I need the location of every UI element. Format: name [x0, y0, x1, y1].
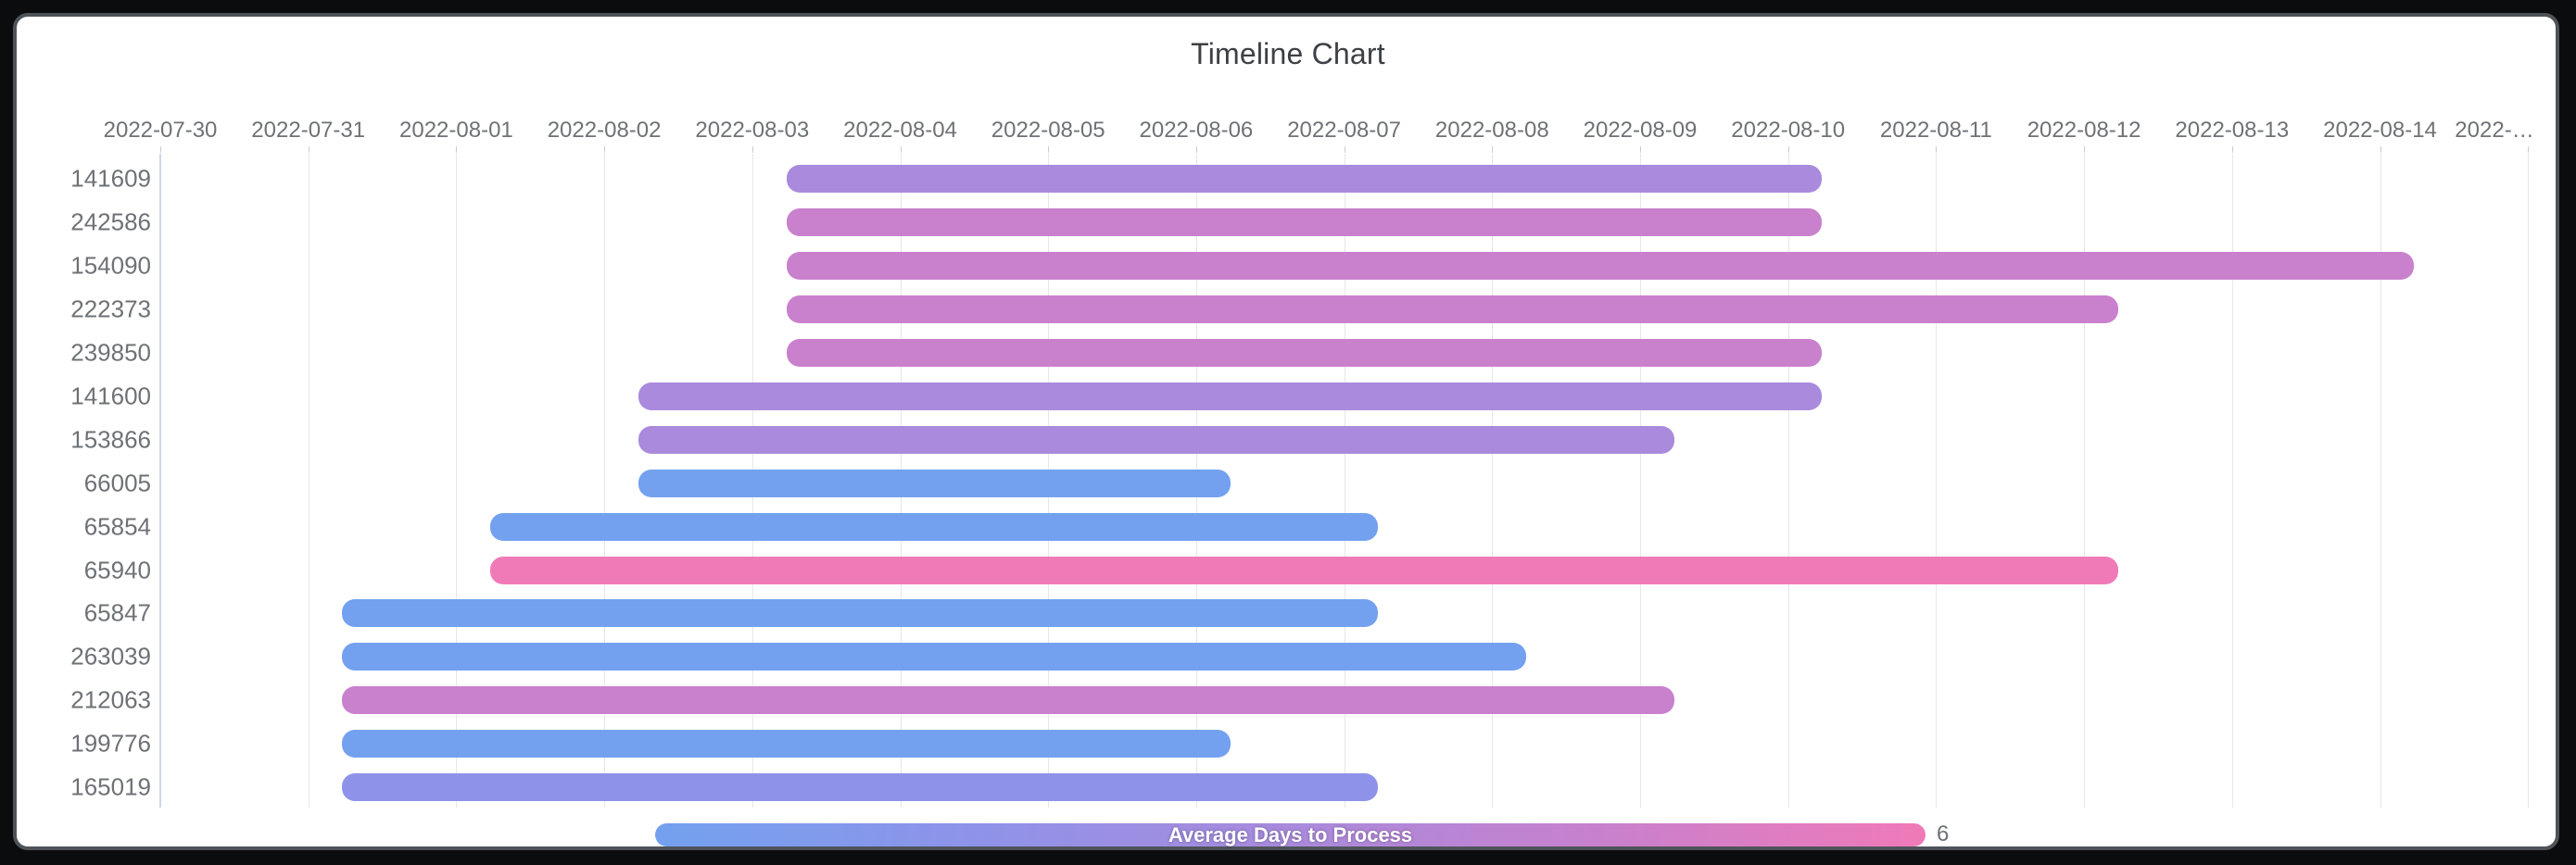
axis-tick — [1195, 146, 1197, 153]
legend-title: Average Days to Process — [1168, 822, 1413, 846]
x-axis-label: 2022-08-07 — [1287, 118, 1401, 143]
gridline — [1787, 154, 1789, 808]
x-axis-label: 2022-08-04 — [843, 118, 957, 143]
legend-max-value: 6 — [1937, 821, 1950, 846]
x-axis-label: 2022-08-10 — [1731, 118, 1846, 143]
x-axis-label: 2022-08-03 — [695, 118, 810, 143]
y-axis-label: 153866 — [70, 425, 151, 454]
timeline-bar[interactable] — [786, 295, 2118, 324]
gridline — [456, 154, 458, 808]
axis-tick — [1048, 146, 1050, 153]
x-axis-label: 2022-08-08 — [1434, 118, 1549, 143]
axis-line — [159, 154, 161, 808]
x-axis-label: 2022-08-13 — [2175, 118, 2290, 143]
y-axis-label: 212063 — [70, 685, 151, 714]
timeline-bar[interactable] — [342, 773, 1379, 802]
timeline-bar[interactable] — [786, 208, 1823, 237]
timeline-bar[interactable] — [638, 382, 1823, 410]
x-axis-label: 2022-08-11 — [1879, 118, 1992, 143]
y-axis-label: 165019 — [70, 772, 151, 801]
y-axis-label: 263039 — [70, 642, 151, 671]
timeline-bar[interactable] — [342, 730, 1231, 758]
gridline — [604, 154, 606, 808]
legend-gradient-bar[interactable]: Average Days to Process — [655, 823, 1926, 846]
y-axis-label: 199776 — [70, 729, 151, 758]
timeline-bar[interactable] — [490, 556, 2118, 584]
gridline — [2528, 154, 2530, 808]
timeline-bar[interactable] — [786, 165, 1823, 194]
timeline-bar[interactable] — [342, 599, 1379, 628]
gridline — [1936, 154, 1938, 808]
y-axis-label: 141600 — [70, 382, 151, 410]
axis-tick — [2084, 146, 2086, 153]
axis-tick — [604, 146, 606, 153]
axis-tick — [1936, 146, 1938, 153]
axis-tick — [1492, 146, 1494, 153]
timeline-bar[interactable] — [638, 469, 1231, 497]
axis-tick — [751, 146, 753, 153]
x-axis-label: 2022-07-31 — [251, 118, 366, 143]
x-axis-label: 2022-08-05 — [991, 118, 1105, 143]
y-axis-label: 65847 — [83, 598, 151, 627]
y-axis-label: 242586 — [70, 207, 151, 236]
x-axis-label: 2022-08-12 — [2027, 118, 2141, 143]
x-axis-label: 2022-08-14 — [2323, 118, 2437, 143]
gridline — [1492, 154, 1494, 808]
x-axis-label: 2022-08-09 — [1583, 118, 1698, 143]
axis-tick — [160, 146, 161, 153]
timeline-bar[interactable] — [786, 252, 2415, 281]
gridline — [2231, 154, 2233, 808]
y-axis-label: 141609 — [70, 164, 151, 193]
x-axis-label: 2022-08-06 — [1139, 118, 1254, 143]
y-axis-label: 65940 — [83, 556, 151, 584]
gridline — [2084, 154, 2086, 808]
y-axis-label: 65854 — [83, 512, 151, 541]
y-axis-label: 239850 — [70, 338, 151, 367]
timeline-bar[interactable] — [490, 512, 1379, 541]
y-axis-label: 222373 — [70, 295, 151, 323]
axis-tick — [1787, 146, 1789, 153]
timeline-bar[interactable] — [786, 339, 1823, 368]
axis-tick — [1640, 146, 1641, 153]
gridline — [1640, 154, 1641, 808]
y-axis-label: 154090 — [70, 251, 151, 280]
timeline-bar[interactable] — [342, 643, 1527, 671]
axis-tick — [456, 146, 458, 153]
axis-tick — [900, 146, 902, 153]
x-axis-label: 2022-07-30 — [103, 118, 218, 143]
axis-tick — [2528, 146, 2530, 153]
x-axis-label: 2022-08-01 — [399, 118, 513, 143]
axis-tick — [2231, 146, 2233, 153]
x-axis-label: 2022-… — [2455, 118, 2534, 143]
timeline-bar[interactable] — [342, 686, 1674, 715]
x-axis-label: 2022-08-02 — [547, 118, 662, 143]
timeline-bar[interactable] — [638, 425, 1674, 454]
axis-tick — [2380, 146, 2381, 153]
gridline — [2380, 154, 2381, 808]
chart-title: Timeline Chart — [1191, 37, 1385, 70]
y-axis-label: 66005 — [83, 469, 151, 497]
